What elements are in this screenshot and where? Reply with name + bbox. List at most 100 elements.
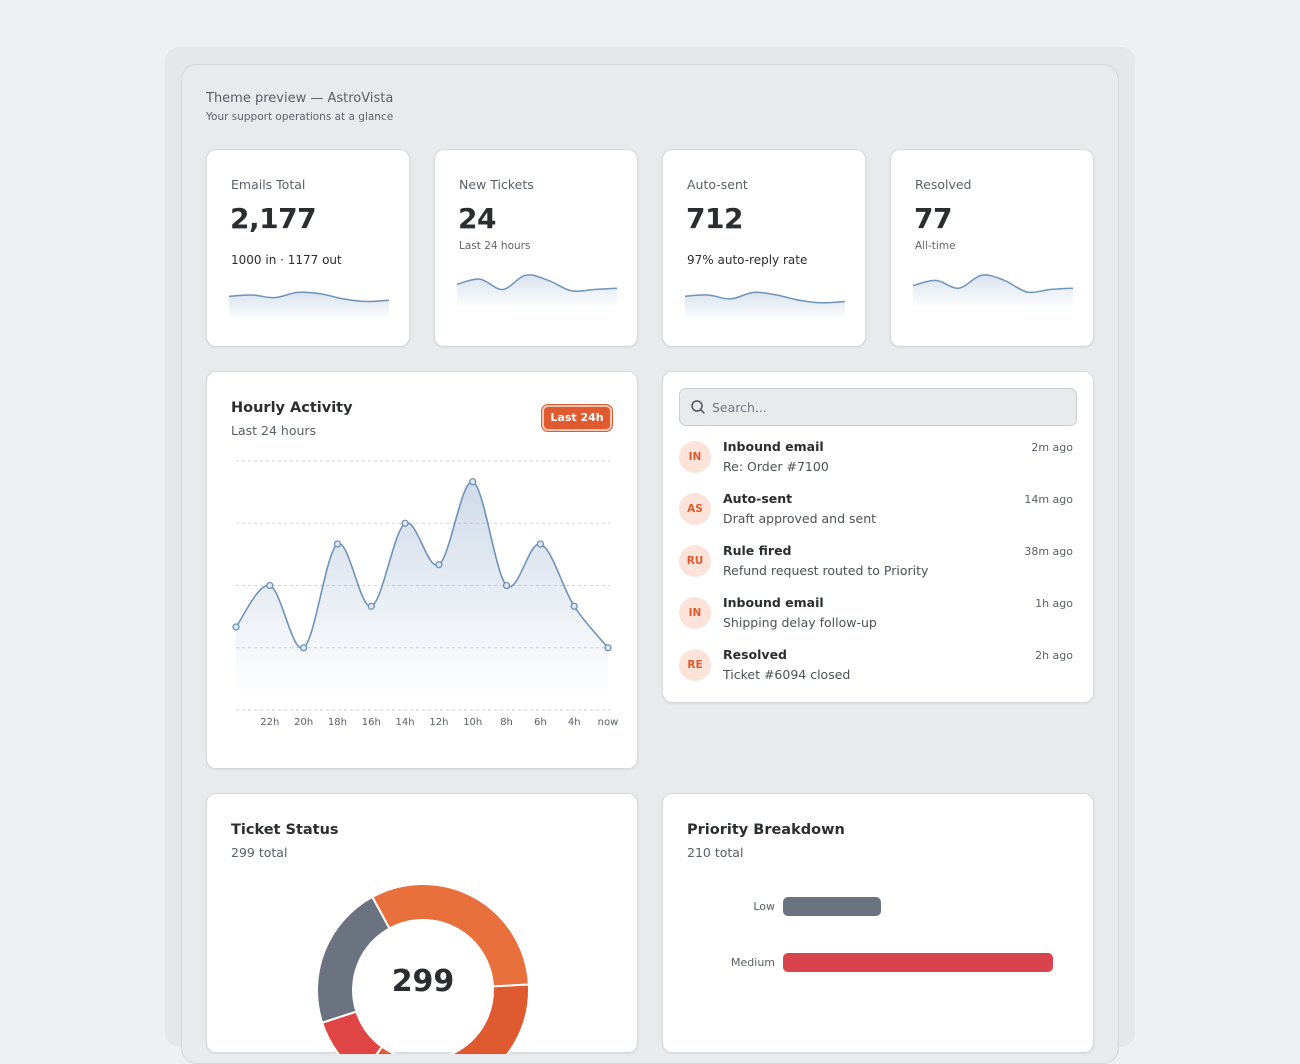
x-tick-label: 18h [328,717,347,728]
chart-area [236,481,608,690]
card-subtitle: 299 total [231,845,288,860]
x-tick-label: 10h [463,717,482,728]
kpi-label: New Tickets [459,177,534,192]
sparkline-area [229,292,389,320]
kpi-card-auto-sent[interactable]: Auto-sent 712 97% auto-reply rate [662,149,866,347]
search-input[interactable] [712,397,1062,417]
donut-center-total: 299 [391,964,455,999]
x-tick-label: 12h [429,717,448,728]
data-point [570,602,578,610]
kpi-label: Auto-sent [687,177,748,192]
priority-breakdown-card: Priority Breakdown 210 total Low Medium [662,793,1094,1053]
feed-item[interactable]: RU Rule fired Refund request routed to Pri… [679,543,1077,591]
data-point [367,602,375,610]
feed-item-title: Inbound email [723,595,824,610]
x-tick-label: 8h [500,717,513,728]
feed-item-description: Shipping delay follow-up [723,615,877,630]
feed-item-description: Re: Order #7100 [723,459,829,474]
range-badge[interactable]: Last 24h [542,405,612,431]
card-title: Priority Breakdown [687,822,845,838]
x-tick-label: 22h [260,717,279,728]
feed-item-time: 1h ago [1035,597,1073,610]
data-point [435,561,443,569]
activity-feed-card: IN Inbound email Re: Order #7100 2m ago AS Au… [662,371,1094,703]
data-point [469,478,477,486]
sparkline-line [457,274,617,293]
x-tick-label: 20h [294,717,313,728]
kpi-subtext: 97% auto-reply rate [687,253,808,267]
ticket-status-card: Ticket Status 299 total 299 [206,793,638,1054]
sparkline [913,274,1073,308]
x-tick-label: 4h [568,717,581,728]
data-point [604,644,612,652]
card-subtitle: Last 24 hours [231,423,317,438]
feed-item-description: Refund request routed to Priority [723,563,929,578]
sparkline-area [457,274,617,308]
x-tick-label: 16h [362,717,381,728]
feed-item-time: 38m ago [1024,545,1073,558]
theme-title: Theme preview — AstroVista [206,91,394,106]
avatar: IN [679,441,711,473]
search-icon [691,400,705,414]
feed-item-time: 2h ago [1035,649,1073,662]
card-title: Hourly Activity [231,400,353,416]
sparkline-line [913,274,1073,294]
card-subtitle: 210 total [687,845,744,860]
priority-bar[interactable] [783,897,882,916]
feed-item-description: Draft approved and sent [723,511,877,526]
feed-item-time: 14m ago [1024,493,1073,506]
data-point [333,540,342,548]
kpi-card-new-tickets[interactable]: New Tickets 24 Last 24 hours [434,149,638,347]
data-point [232,623,240,631]
feed-item-time: 2m ago [1031,441,1073,454]
search-box[interactable] [679,388,1077,426]
data-point [299,644,308,652]
feed-item[interactable]: IN Inbound email Re: Order #7100 2m ago [679,439,1077,487]
theme-subtitle: Your support operations at a glance [206,111,394,123]
priority-bar[interactable] [783,953,1053,972]
kpi-subtext: 1000 in · 1177 out [231,253,342,267]
feed-item-description: Ticket #6094 closed [723,667,851,682]
sparkline [685,291,845,320]
kpi-label: Resolved [915,177,972,192]
hourly-line-chart: 22h 20h 18h 16h 14h 12h 10h 8h 6h 4h now [232,460,619,728]
data-point [536,540,545,548]
avatar: AS [679,493,711,525]
feed-item[interactable]: IN Inbound email Shipping delay follow-up 1… [679,595,1077,643]
sparkline [457,274,617,308]
sparkline-line [229,291,389,303]
kpi-value: 24 [458,202,496,235]
avatar: RE [679,649,711,681]
kpi-value: 77 [914,202,952,235]
kpi-value: 712 [686,202,743,235]
kpi-card-resolved[interactable]: Resolved 77 All-time [890,149,1094,347]
sparkline-area [685,292,845,320]
kpi-subtext: Last 24 hours [459,240,531,252]
avatar: RU [679,545,711,577]
priority-bar-label: Low [753,900,775,913]
data-point [502,581,511,590]
data-point [266,581,274,590]
kpi-subtext: All-time [915,240,956,252]
hourly-activity-card: Hourly Activity Last 24 hours Last 24h 2… [206,371,638,769]
priority-bar-label: Medium [731,956,775,969]
feed-item-title: Auto-sent [723,491,793,506]
x-tick-label: now [598,717,619,728]
feed-item-title: Resolved [723,647,787,662]
sparkline-line [685,291,845,304]
feed-item[interactable]: AS Auto-sent Draft approved and sent 14m ag… [679,491,1077,539]
kpi-value: 2,177 [230,202,317,235]
kpi-label: Emails Total [231,177,306,192]
feed-item-title: Rule fired [723,543,792,558]
sparkline-area [913,274,1073,308]
donut-slice [316,895,391,1025]
feed-item-title: Inbound email [723,439,824,454]
data-point [401,519,409,527]
sparkline [229,291,389,320]
feed-item[interactable]: RE Resolved Ticket #6094 closed 2h ago [679,647,1077,695]
ticket-status-donut [316,883,530,1054]
kpi-card-emails[interactable]: Emails Total 2,177 1000 in · 1177 out [206,149,410,347]
x-tick-label: 6h [534,717,547,728]
x-tick-label: 14h [396,717,415,728]
avatar: IN [679,597,711,629]
